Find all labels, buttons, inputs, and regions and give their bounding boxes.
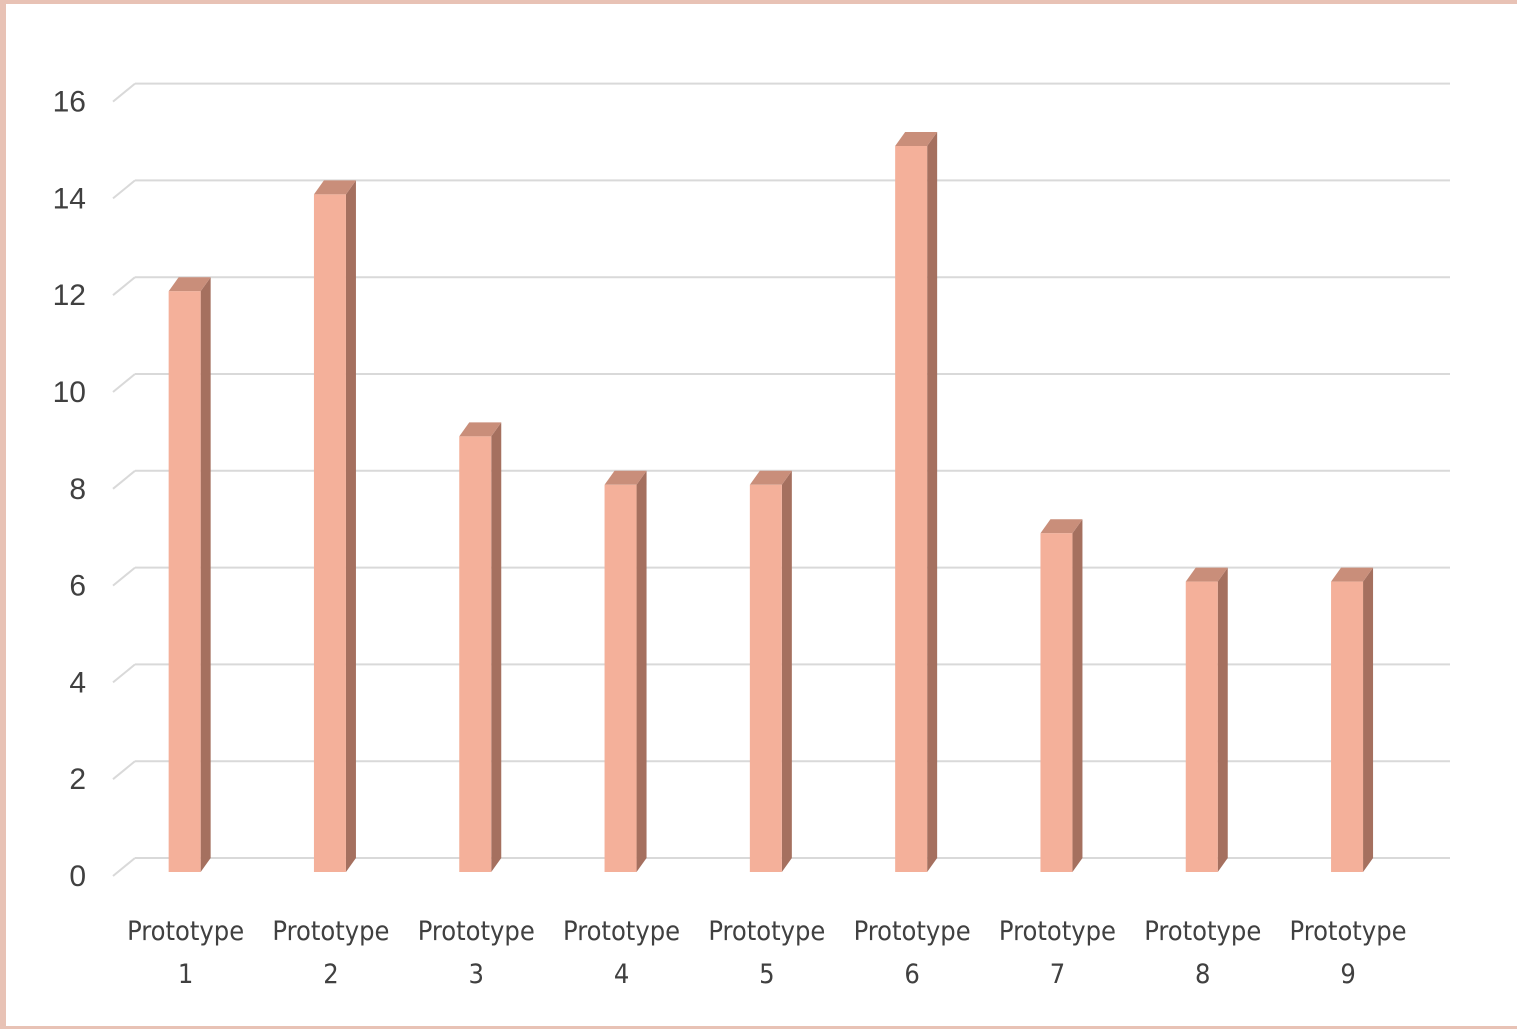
x-tick-label: Prototype 2 — [272, 916, 389, 990]
y-tick-label: 16 — [53, 86, 86, 119]
x-tick-label: Prototype 7 — [999, 916, 1116, 990]
gridline — [112, 82, 1450, 103]
y-tick-label: 0 — [69, 860, 86, 893]
bar — [895, 132, 938, 872]
bar — [168, 277, 211, 872]
bar — [604, 470, 647, 872]
gridline — [112, 179, 1450, 200]
y-tick-label: 10 — [53, 376, 86, 409]
x-tick-label: Prototype 9 — [1290, 916, 1407, 990]
y-tick-label: 6 — [69, 570, 86, 603]
bar — [1040, 519, 1083, 872]
bars — [168, 132, 1374, 872]
x-tick-label: Prototype 4 — [563, 916, 680, 990]
y-axis-ticks: 0 2 4 6 8 10 12 14 16 — [53, 86, 86, 893]
bar — [459, 422, 502, 872]
x-tick-label: Prototype 8 — [1144, 916, 1261, 990]
bar — [313, 180, 356, 872]
x-axis-labels: Prototype 1 Prototype 2 Prototype 3 Prototype 4… — [127, 916, 1406, 990]
gridline — [112, 373, 1450, 393]
bar — [749, 470, 792, 872]
y-tick-label: 4 — [69, 666, 86, 699]
gridline — [112, 276, 1450, 296]
y-tick-label: 12 — [53, 279, 86, 312]
x-tick-label: Prototype 5 — [708, 916, 825, 990]
y-tick-label: 8 — [69, 473, 86, 506]
y-tick-label: 2 — [69, 763, 86, 796]
x-tick-label: Prototype 1 — [127, 916, 244, 990]
x-tick-label: Prototype 6 — [854, 916, 971, 990]
y-tick-label: 14 — [53, 182, 86, 215]
bar — [1331, 567, 1374, 872]
bar — [1185, 567, 1228, 872]
x-tick-label: Prototype 3 — [418, 916, 535, 990]
